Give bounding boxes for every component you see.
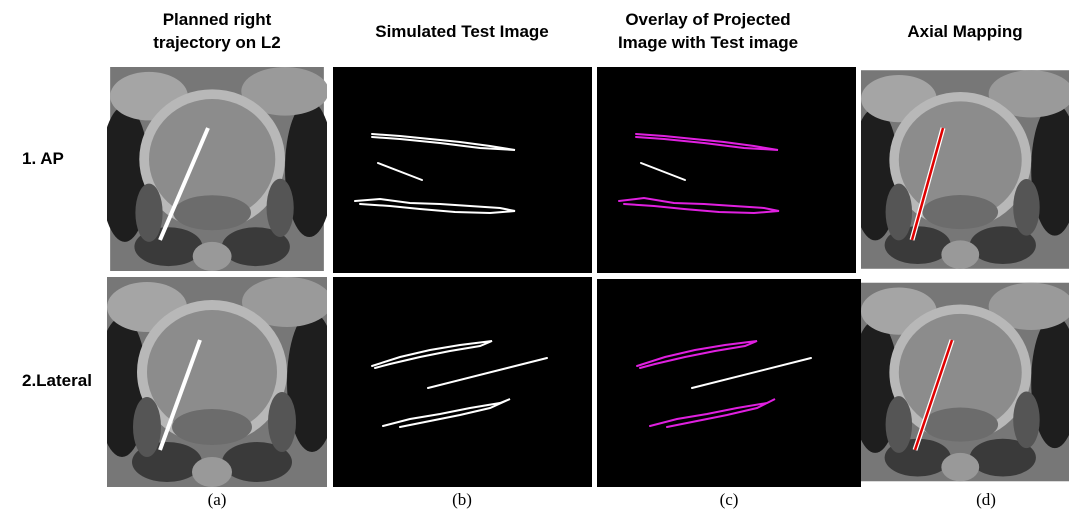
caption: (b) [452,490,472,509]
column-header: Image with Test image [618,33,798,52]
binary-image [333,67,592,273]
caption: (c) [720,490,739,509]
overlay-image [597,67,856,273]
mri-image [852,70,1069,269]
caption: (a) [208,490,227,509]
column-header: Axial Mapping [907,22,1022,41]
overlay-image [597,279,861,487]
mri-image [100,67,333,271]
caption: (d) [976,490,996,509]
column-header: Overlay of Projected [625,10,790,29]
mri-image [852,283,1069,482]
column-header: trajectory on L2 [153,33,281,52]
mri-image [97,277,337,487]
column-header: Simulated Test Image [375,22,549,41]
column-header: Planned right [163,10,272,29]
figure: Planned right trajectory on L2 Simulated… [0,0,1069,514]
binary-image [333,277,592,487]
row-label: 2.Lateral [22,371,92,390]
row-label: 1. AP [22,149,64,168]
